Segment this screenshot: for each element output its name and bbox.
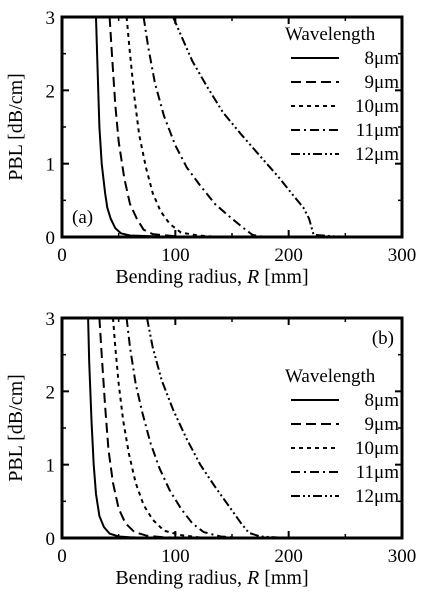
legend-label: 12μm (355, 144, 399, 165)
panel-label: (b) (372, 328, 394, 349)
x-tick-label: 200 (274, 245, 303, 266)
legend: Wavelength 8μm 9μm 10μm 11μm 12μm (285, 24, 399, 165)
x-tick-label: 0 (57, 546, 67, 567)
x-tick-label: 200 (274, 546, 303, 567)
chart-panel-2: 0 100 200 300 0 1 2 3 Bending radius, R [mm] PBL … (5, 309, 416, 589)
x-tick-label: 300 (388, 245, 417, 266)
series-line-4 (125, 318, 244, 538)
panel-label: (a) (72, 207, 93, 228)
series-line-2 (98, 318, 187, 538)
legend-title: Wavelength (285, 24, 376, 45)
x-axis-label: Bending radius, R [mm] (115, 266, 308, 288)
series-line-1 (95, 17, 176, 237)
legend-label: 9μm (365, 414, 400, 435)
x-axis-label: Bending radius, R [mm] (115, 567, 308, 589)
legend-label: 10μm (355, 438, 399, 459)
series-line-2 (108, 17, 199, 237)
series-line-3 (112, 318, 221, 538)
y-tick-label: 1 (46, 155, 56, 176)
series-line-5 (172, 17, 380, 237)
chart-panel-1: 0 100 200 300 0 1 2 3 Bending radius, R [mm] PBL … (5, 8, 416, 288)
legend-label: 9μm (365, 72, 400, 93)
y-tick-label: 0 (46, 228, 56, 249)
legend-label: 11μm (356, 120, 399, 141)
plot-frame (60, 316, 404, 540)
series-line-4 (142, 17, 267, 237)
y-tick-label: 2 (46, 81, 56, 102)
y-tick-label: 2 (46, 382, 56, 403)
legend: Wavelength 8μm 9μm 10μm 11μm 12μm (285, 366, 399, 507)
y-tick-label: 3 (46, 8, 56, 29)
legend-label: 10μm (355, 96, 399, 117)
x-tick-label: 300 (388, 546, 417, 567)
y-tick-label: 1 (46, 456, 56, 477)
y-axis-label: PBL [dB/cm] (5, 73, 27, 181)
x-tick-label: 100 (161, 546, 190, 567)
legend-label: 12μm (355, 486, 399, 507)
legend-label: 11μm (356, 462, 399, 483)
legend-label: 8μm (365, 390, 400, 411)
legend-label: 8μm (365, 48, 400, 69)
y-axis-label: PBL [dB/cm] (5, 374, 27, 482)
legend-title: Wavelength (285, 366, 376, 387)
y-tick-label: 3 (46, 309, 56, 330)
series-line-3 (125, 17, 221, 237)
x-tick-label: 100 (161, 245, 190, 266)
series-line-5 (146, 318, 289, 538)
plot-frame (60, 15, 404, 239)
x-tick-label: 0 (57, 245, 67, 266)
y-tick-label: 0 (46, 529, 56, 550)
